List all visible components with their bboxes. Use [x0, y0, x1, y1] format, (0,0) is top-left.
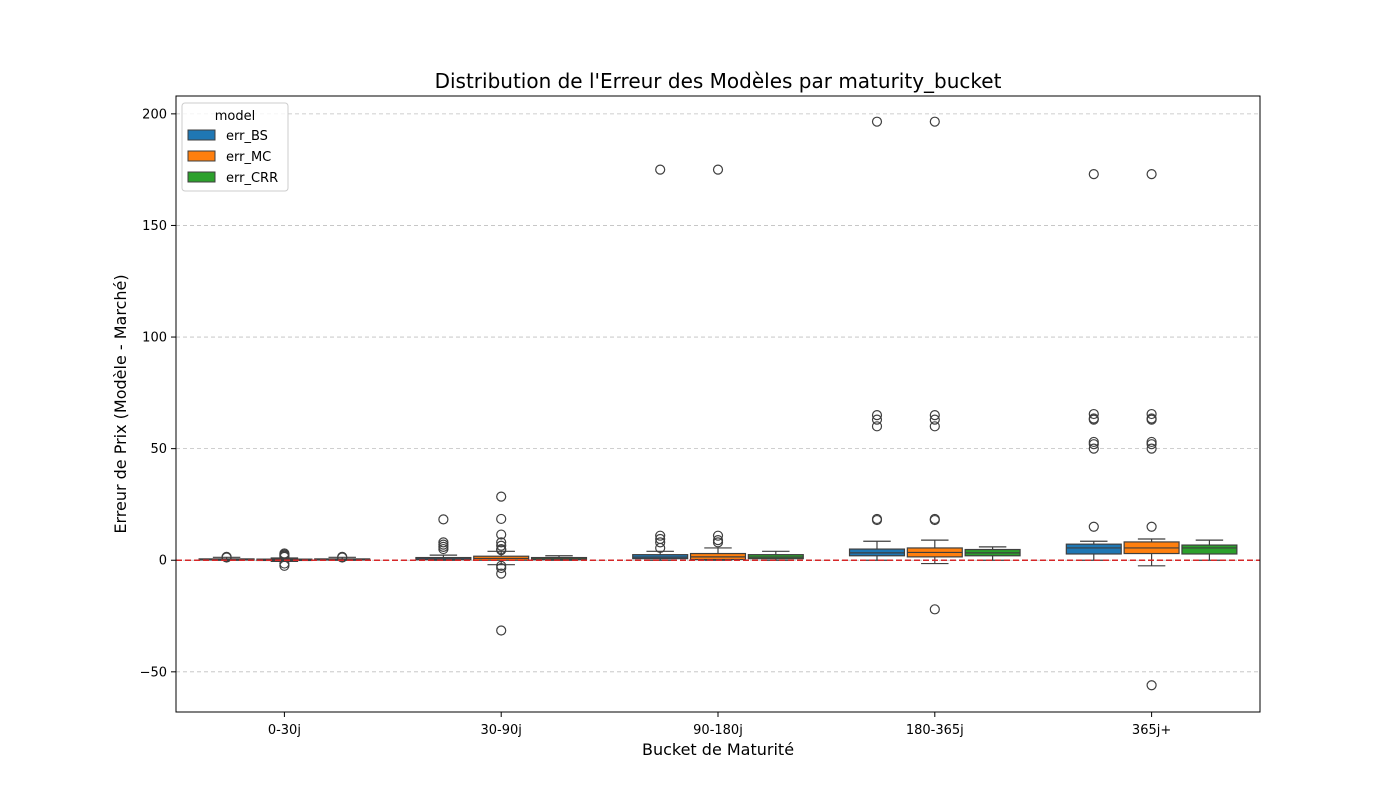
x-tick-label: 30-90j	[481, 723, 522, 738]
outlier-point	[871, 514, 883, 526]
box-err_CRR-365j+	[1181, 539, 1238, 561]
y-tick-label: 50	[150, 442, 167, 457]
outlier-point	[712, 537, 724, 548]
x-axis: 0-30j 30-90j 90-180j 180-365j 365j+	[268, 712, 1171, 738]
outlier-point	[1146, 443, 1157, 454]
box-err_MC-30-90j	[473, 491, 530, 636]
legend-frame	[181, 102, 289, 192]
outlier-point	[712, 530, 724, 541]
legend-label-err_BS: err_BS	[226, 129, 268, 144]
outlier-point	[871, 116, 883, 127]
outlier-point	[496, 513, 507, 525]
box-err_CRR-180-365j	[964, 546, 1021, 561]
legend-title: model	[215, 109, 255, 124]
outlier-point	[871, 421, 883, 432]
outlier-point	[1146, 521, 1157, 532]
outlier-point	[496, 545, 507, 556]
outlier-point	[221, 552, 232, 563]
outlier-point	[871, 410, 883, 421]
outlier-point	[929, 421, 940, 432]
x-tick-label: 365j+	[1132, 723, 1171, 738]
outlier-point	[929, 116, 940, 127]
box-groups	[198, 116, 1238, 691]
outlier-point	[1146, 439, 1157, 450]
legend-label-err_CRR: err_CRR	[226, 171, 278, 186]
outlier-point	[655, 530, 666, 541]
x-axis-label: Bucket de Maturité	[642, 740, 794, 759]
outlier-point	[712, 164, 724, 175]
outlier-point	[1088, 521, 1099, 532]
chart-title: Distribution de l'Erreur des Modèles par…	[435, 69, 1002, 93]
outlier-point	[655, 164, 666, 175]
legend-swatch-err_MC	[187, 150, 216, 162]
outlier-point	[438, 514, 449, 525]
outlier-point	[929, 604, 940, 615]
box-err_MC-90-180j	[689, 164, 747, 561]
outlier-point	[1146, 680, 1157, 691]
outlier-point	[279, 560, 290, 571]
legend-swatch-err_BS	[187, 129, 216, 141]
box-err_BS-30-90j	[415, 514, 472, 561]
legend: model err_BS err_MC err_CRR	[181, 102, 289, 192]
y-tick-label: 200	[142, 107, 167, 122]
y-tick-label: −50	[140, 665, 167, 680]
x-tick-label: 180-365j	[906, 723, 964, 738]
y-axis: −50 0 50 100 150 200	[140, 107, 176, 680]
outlier-point	[496, 491, 507, 502]
y-tick-label: 100	[142, 331, 167, 346]
outlier-point	[929, 410, 940, 421]
y-tick-label: 0	[159, 554, 167, 569]
outlier-point	[655, 542, 666, 554]
box-err_BS-365j+	[1065, 169, 1122, 561]
y-gridlines	[176, 113, 1260, 673]
box-err_MC-365j+	[1123, 169, 1180, 691]
box-iqr	[1181, 544, 1238, 555]
outlier-point	[496, 568, 507, 579]
outlier-point	[1146, 414, 1157, 425]
outlier-point	[1146, 408, 1157, 420]
y-axis-label: Erreur de Prix (Modèle - Marché)	[111, 274, 130, 533]
legend-label-err_MC: err_MC	[226, 150, 271, 165]
outlier-point	[1088, 443, 1099, 454]
outlier-point	[1146, 169, 1157, 180]
outlier-point	[655, 537, 666, 548]
y-tick-label: 150	[142, 219, 167, 234]
x-tick-label: 0-30j	[268, 723, 301, 738]
outlier-point	[929, 414, 940, 425]
box-err_MC-180-365j	[906, 116, 963, 615]
outlier-point	[929, 514, 940, 526]
outlier-point	[496, 540, 507, 551]
x-tick-label: 90-180j	[693, 723, 743, 738]
plot-frame	[175, 95, 1261, 713]
legend-swatch-err_CRR	[187, 171, 216, 183]
box-err_BS-180-365j	[848, 116, 906, 561]
outlier-point	[496, 562, 507, 574]
outlier-point	[496, 537, 507, 548]
outlier-point	[496, 625, 507, 636]
outlier-point	[1088, 414, 1099, 425]
outlier-point	[871, 414, 883, 425]
box-iqr	[1065, 543, 1122, 555]
box-err_CRR-90-180j	[747, 550, 804, 561]
outlier-point	[1088, 439, 1099, 450]
outlier-point	[1088, 169, 1099, 180]
outlier-point	[1088, 408, 1099, 420]
outlier-point	[496, 529, 507, 540]
outlier-point	[337, 552, 348, 563]
outlier-point	[438, 543, 449, 555]
box-err_BS-90-180j	[632, 164, 689, 561]
